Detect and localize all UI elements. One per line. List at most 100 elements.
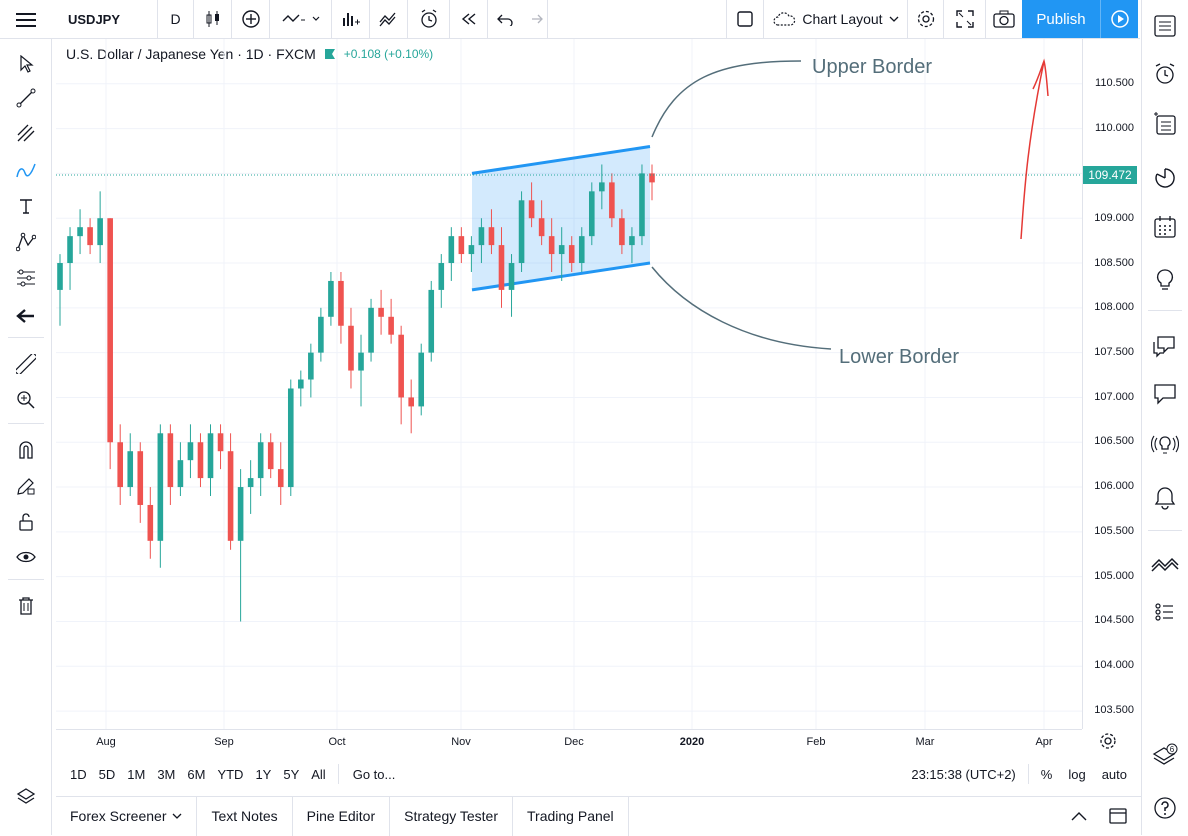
back-button[interactable] bbox=[13, 303, 39, 329]
public-chat-button[interactable] bbox=[1151, 380, 1179, 408]
percent-toggle[interactable]: % bbox=[1040, 766, 1053, 782]
flag-icon bbox=[324, 49, 335, 59]
publish-play-button[interactable] bbox=[1100, 0, 1138, 38]
object-tree-button[interactable] bbox=[13, 784, 39, 810]
log-toggle[interactable]: log bbox=[1068, 766, 1086, 782]
chart-layout-label: Chart Layout bbox=[802, 11, 883, 27]
candle-body bbox=[599, 182, 605, 192]
tab-trading-panel[interactable]: Trading Panel bbox=[513, 796, 629, 836]
calendar-button[interactable] bbox=[1151, 213, 1179, 241]
remove-drawings-button[interactable] bbox=[13, 593, 39, 619]
visibility-tool[interactable] bbox=[13, 544, 39, 570]
time-tick: Dec bbox=[564, 736, 584, 748]
interval-button[interactable]: D bbox=[158, 0, 194, 39]
help-button[interactable] bbox=[1151, 794, 1179, 822]
publish-button[interactable]: Publish bbox=[1022, 0, 1100, 38]
forecast-tool[interactable] bbox=[13, 265, 39, 291]
chart-layout-button[interactable]: Chart Layout bbox=[764, 0, 908, 39]
candle-body bbox=[187, 442, 194, 461]
bar-chart-icon bbox=[342, 13, 360, 26]
pattern-tool[interactable] bbox=[13, 229, 39, 255]
price-chart[interactable] bbox=[56, 39, 1082, 729]
fullscreen-toggle-button[interactable] bbox=[726, 0, 764, 39]
range-button-5y[interactable]: 5Y bbox=[283, 766, 300, 782]
trading-button[interactable] bbox=[1151, 550, 1179, 578]
candle-body bbox=[558, 245, 565, 255]
price-axis[interactable]: 110.500 110.000 109.000 108.500 108.000 … bbox=[1082, 39, 1140, 729]
brush-tool[interactable] bbox=[13, 157, 39, 183]
channel-fill bbox=[472, 146, 650, 290]
financials-button[interactable] bbox=[332, 0, 370, 39]
ideas-button[interactable] bbox=[1151, 266, 1179, 294]
candle bbox=[448, 227, 455, 281]
range-button-6m[interactable]: 6M bbox=[187, 766, 206, 782]
time-axis[interactable]: Aug Sep Oct Nov Dec 2020 Feb Mar Apr bbox=[56, 729, 1082, 753]
range-button-1y[interactable]: 1Y bbox=[255, 766, 272, 782]
chevron-up-icon[interactable] bbox=[1071, 811, 1087, 821]
lock-drawing-tool[interactable] bbox=[13, 473, 39, 499]
fullscreen-button[interactable] bbox=[944, 0, 986, 39]
compare-button[interactable] bbox=[270, 0, 332, 39]
axis-settings-button[interactable] bbox=[1099, 732, 1117, 755]
range-button-all[interactable]: All bbox=[311, 766, 326, 782]
cursor-tool[interactable] bbox=[13, 51, 39, 77]
text-tool[interactable] bbox=[13, 193, 39, 219]
candle bbox=[237, 469, 244, 622]
candle bbox=[107, 218, 113, 470]
indicators-button[interactable] bbox=[232, 0, 270, 39]
candle-body bbox=[588, 191, 595, 237]
candle bbox=[217, 424, 224, 470]
hamburger-icon bbox=[16, 12, 36, 27]
maximize-panel-icon[interactable] bbox=[1109, 808, 1127, 824]
range-button-1d[interactable]: 1D bbox=[70, 766, 87, 782]
templates-button[interactable] bbox=[370, 0, 408, 39]
range-button-ytd[interactable]: YTD bbox=[217, 766, 244, 782]
templates-icon bbox=[379, 12, 395, 27]
fib-tool[interactable] bbox=[13, 120, 39, 146]
replay-button[interactable] bbox=[450, 0, 488, 39]
range-button-1m[interactable]: 1M bbox=[127, 766, 146, 782]
symbol-search[interactable]: USDJPY bbox=[52, 0, 158, 39]
price-tick: 103.500 bbox=[1094, 704, 1134, 716]
streams-button[interactable] bbox=[1151, 432, 1179, 460]
chats-button[interactable] bbox=[1151, 332, 1179, 360]
tab-text-notes[interactable]: Text Notes bbox=[197, 796, 293, 836]
tab-pine-editor[interactable]: Pine Editor bbox=[293, 796, 391, 836]
notifications-button[interactable] bbox=[1151, 484, 1179, 512]
data-window-button[interactable] bbox=[1151, 110, 1179, 138]
trend-line-tool[interactable] bbox=[13, 85, 39, 111]
candle-body bbox=[408, 397, 414, 407]
tab-strategy-tester[interactable]: Strategy Tester bbox=[390, 796, 514, 836]
range-button-5d[interactable]: 5D bbox=[98, 766, 116, 782]
settings-button[interactable] bbox=[908, 0, 944, 39]
clock-display[interactable]: 23:15:38 (UTC+2) bbox=[911, 766, 1016, 782]
lock-all-tool[interactable] bbox=[13, 509, 39, 535]
watchlist-button[interactable] bbox=[1151, 12, 1179, 40]
upper-border-label: Upper Border bbox=[812, 56, 933, 78]
candle-body bbox=[147, 504, 154, 541]
snapshot-button[interactable] bbox=[986, 0, 1022, 39]
range-button-3m[interactable]: 3M bbox=[157, 766, 176, 782]
price-tick: 109.000 bbox=[1094, 212, 1134, 224]
redo-button[interactable] bbox=[522, 0, 548, 39]
hotlist-button[interactable] bbox=[1151, 164, 1179, 192]
candle-body bbox=[67, 236, 73, 264]
trend-icon bbox=[1151, 557, 1179, 572]
undo-button[interactable] bbox=[488, 0, 522, 39]
dom-button[interactable] bbox=[1151, 598, 1179, 626]
alert-button[interactable] bbox=[408, 0, 450, 39]
time-tick: Sep bbox=[214, 736, 234, 748]
help-badge-button[interactable]: 6 bbox=[1151, 742, 1179, 770]
menu-button[interactable] bbox=[0, 0, 52, 39]
goto-button[interactable]: Go to... bbox=[352, 766, 396, 782]
auto-toggle[interactable]: auto bbox=[1101, 766, 1127, 782]
tab-forex-screener[interactable]: Forex Screener bbox=[56, 796, 198, 836]
trash-icon bbox=[19, 597, 33, 615]
svg-text:6: 6 bbox=[1170, 745, 1175, 754]
magnet-tool[interactable] bbox=[13, 437, 39, 463]
zoom-tool[interactable] bbox=[13, 387, 39, 413]
measure-tool[interactable] bbox=[13, 351, 39, 377]
candle-body bbox=[358, 352, 364, 371]
alerts-button[interactable] bbox=[1151, 60, 1179, 88]
candles-style-button[interactable] bbox=[194, 0, 232, 39]
